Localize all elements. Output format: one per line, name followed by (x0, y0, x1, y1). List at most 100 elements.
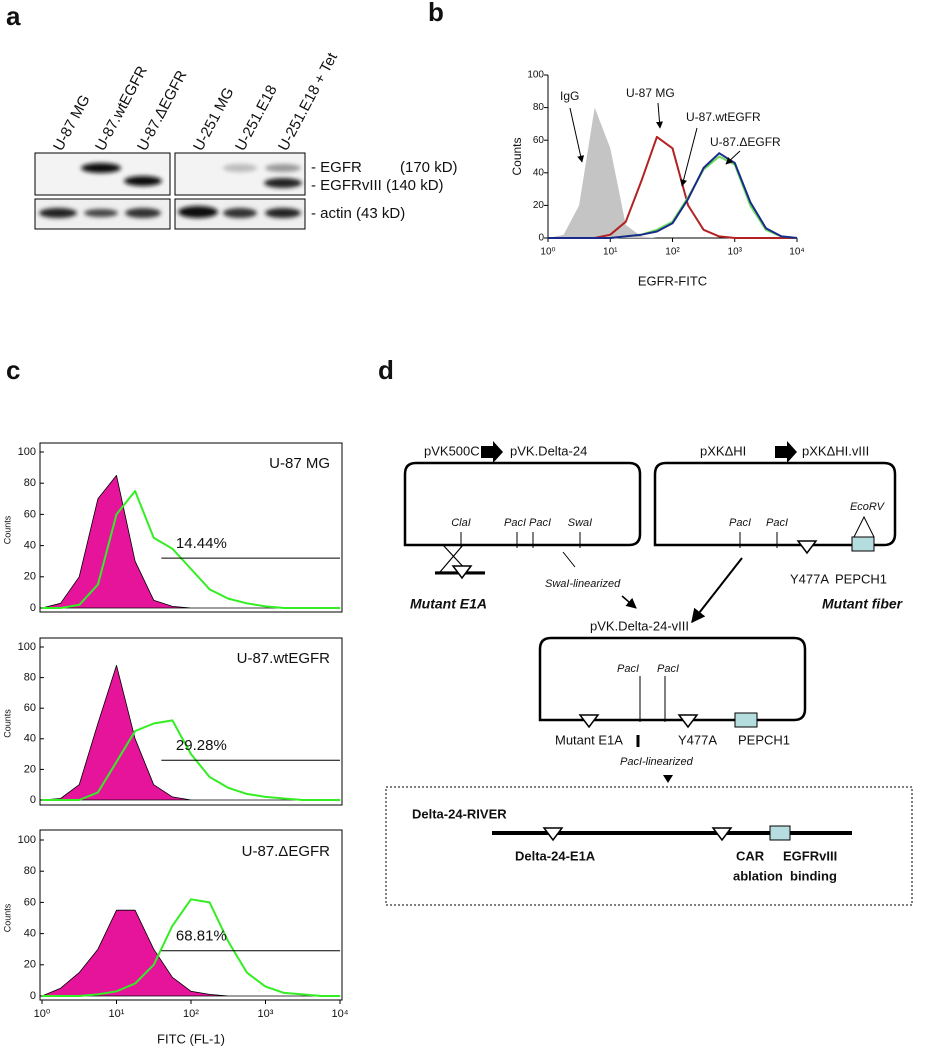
histogram-line (548, 152, 798, 239)
histogram-area (548, 107, 797, 238)
y-axis-label: Counts (2, 515, 12, 544)
series-label: U-87.wtEGFR (686, 110, 761, 124)
y-tick-label: 40 (24, 928, 36, 940)
series-label: U-87.ΔEGFR (710, 135, 781, 149)
arrow (775, 441, 797, 463)
site-label: PacI (617, 663, 639, 675)
mutation-label: Y477A (790, 571, 829, 586)
mutation (711, 827, 733, 842)
panel-label: a (6, 1, 21, 31)
y-tick-label: 100 (18, 641, 36, 653)
x-tick-label: 10³ (258, 1008, 274, 1020)
sample-label: U-87.ΔEGFR (242, 843, 331, 860)
gate-percent: 14.44% (176, 535, 227, 552)
histogram-line (42, 490, 340, 609)
label-arrow (725, 150, 741, 165)
ligand (769, 825, 791, 841)
y-tick-label: 40 (24, 733, 36, 745)
site-label: PacI (729, 517, 751, 529)
y-tick-label: 40 (533, 167, 545, 178)
panel-label: b (428, 0, 444, 27)
sample-label: U-87 MG (269, 455, 330, 472)
histogram-line (42, 719, 340, 801)
feature-label: ablation (733, 868, 783, 883)
y-tick-label: 20 (24, 959, 36, 971)
feature-label: PEPCH1 (738, 732, 790, 747)
y-tick-label: 60 (24, 896, 36, 908)
site-label: PacI (529, 517, 551, 529)
site-label: ClaI (451, 517, 471, 529)
y-tick-label: 80 (24, 672, 36, 684)
bands (39, 163, 302, 218)
x-tick-label: 10⁴ (789, 247, 804, 258)
plasmid-label: pVK500C (424, 443, 480, 458)
y-tick-label: 0 (30, 794, 36, 806)
band-label: - actin (43 kD) (311, 205, 405, 222)
site-label: PacI (766, 517, 788, 529)
feature-label: Y477A (678, 732, 717, 747)
x-tick-label: 10⁰ (34, 1008, 51, 1020)
mutation (578, 714, 600, 729)
mutation (796, 540, 818, 555)
x-tick-label: 10³ (728, 247, 743, 258)
plasmid-label: pXKΔHI.vIII (802, 443, 869, 458)
final-box (385, 786, 913, 906)
y-tick-label: 0 (538, 233, 544, 244)
final-name: Delta-24-RIVER (412, 806, 507, 821)
y-tick-label: 100 (18, 834, 36, 846)
feature-label: binding (790, 868, 837, 883)
y-tick-label: 60 (24, 508, 36, 520)
sample-label: U-87.wtEGFR (237, 650, 331, 667)
x-tick-label: 10⁰ (540, 247, 555, 258)
feature-label: CAR (736, 848, 765, 863)
site-label: PacI (657, 663, 679, 675)
y-tick-label: 40 (24, 540, 36, 552)
connector (562, 551, 576, 568)
mutation (451, 565, 473, 580)
feature-label: EGFRvIII (783, 848, 837, 863)
series-label: IgG (560, 89, 579, 103)
insert-label: Mutant E1A (410, 596, 487, 612)
y-tick-label: 20 (533, 200, 545, 211)
y-tick-label: 60 (24, 702, 36, 714)
band-label: - EGFRvIII (140 kD) (311, 177, 444, 194)
mutation-label: PEPCH1 (835, 571, 887, 586)
gate-percent: 68.81% (176, 928, 227, 945)
plasmid (538, 636, 807, 722)
ligand (851, 536, 875, 552)
plasmid-label: pVK.Delta-24-vIII (590, 618, 689, 633)
lane-label: U-251.E18 + Tet (275, 49, 341, 154)
histogram-area (41, 665, 341, 801)
lane-label: U-87 MG (50, 92, 94, 154)
linearized-label: PacI-linearized (620, 756, 694, 768)
x-tick-label: 10⁴ (332, 1008, 349, 1020)
y-tick-label: 80 (24, 865, 36, 877)
site-label: EcoRV (850, 501, 886, 513)
ligand (734, 712, 758, 728)
y-axis-label: Counts (2, 709, 12, 738)
site-label: PacI (504, 517, 526, 529)
y-tick-label: 80 (24, 477, 36, 489)
arrow (691, 557, 743, 624)
x-tick-label: 10² (665, 247, 680, 258)
y-tick-label: 0 (30, 602, 36, 614)
plasmid-label: pVK.Delta-24 (510, 443, 587, 458)
band-label: - EGFR (311, 159, 362, 176)
site-label: SwaI (568, 517, 592, 529)
y-tick-label: 20 (24, 763, 36, 775)
insert-label: Mutant fiber (822, 596, 904, 612)
histogram-area (41, 909, 341, 997)
linearized-label: SwaI-linearized (545, 578, 621, 590)
plot-frame (39, 637, 343, 806)
x-axis-label: EGFR-FITC (638, 273, 707, 288)
panel-label: d (378, 355, 394, 385)
x-tick-label: 10¹ (603, 247, 618, 258)
gate-percent: 29.28% (176, 737, 227, 754)
insert (853, 515, 875, 538)
feature-label: Mutant E1A (555, 732, 623, 747)
arrow (481, 441, 503, 463)
plasmid (403, 461, 642, 547)
series-label: U-87 MG (626, 86, 675, 100)
label-arrow (656, 102, 663, 129)
